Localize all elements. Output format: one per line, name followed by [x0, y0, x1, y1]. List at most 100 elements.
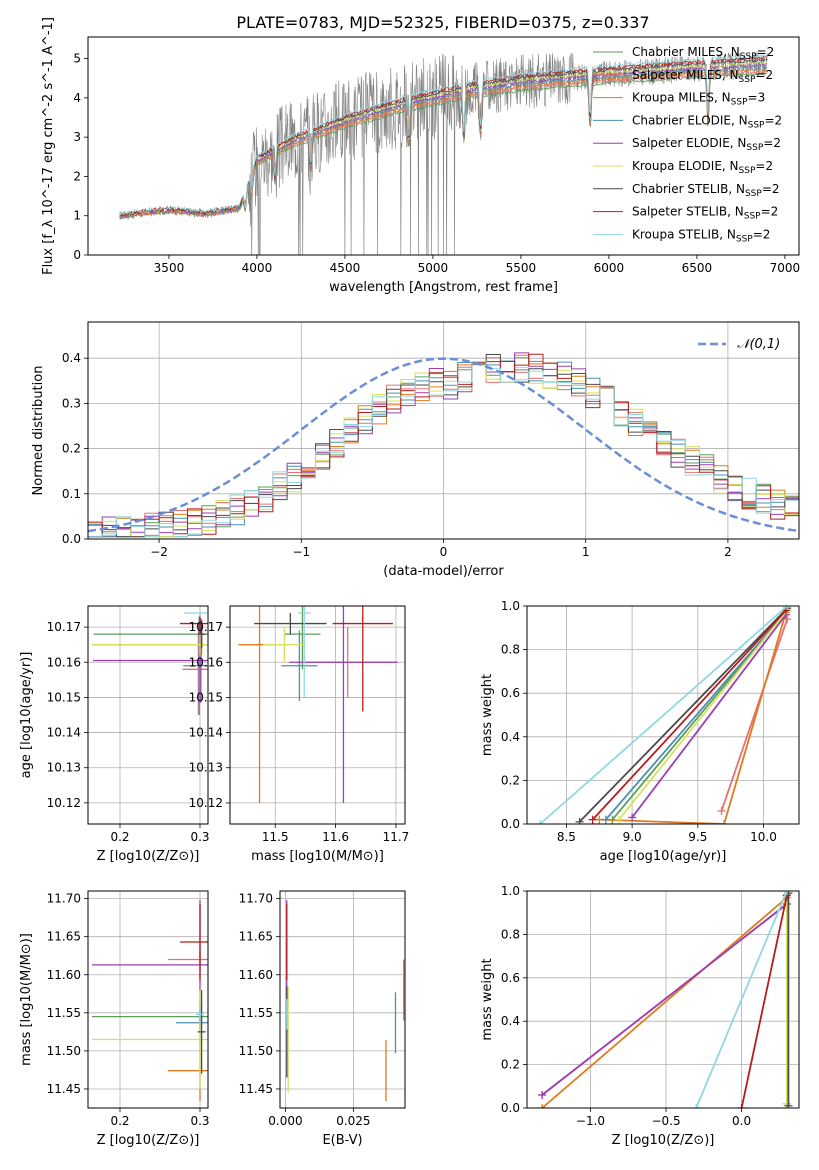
legend-label: Salpeter STELIB, NSSP=2 [632, 205, 778, 222]
x-axis-label: Z [log10(Z/Z⊙)] [97, 849, 200, 864]
x-tick-label: −1.0 [576, 1114, 605, 1128]
x-tick-label: −1 [292, 545, 310, 559]
y-tick-label: 10.13 [189, 761, 223, 775]
y-axis-label: mass weight [480, 674, 495, 756]
plot-area [238, 606, 398, 803]
x-tick-label: 0 [440, 545, 448, 559]
y-tick-label: 11.60 [47, 968, 81, 982]
x-tick-label: 0.0 [732, 1114, 751, 1128]
weight-line-7 [592, 609, 787, 821]
axes-frame [87, 605, 209, 825]
y-tick-label: 11.45 [239, 1082, 273, 1096]
x-tick-label: 0.2 [110, 830, 129, 844]
x-tick-label: 2 [724, 545, 732, 559]
y-tick-label: 0 [73, 248, 81, 262]
weight-line-1 [720, 618, 789, 812]
x-tick-label: 5000 [418, 261, 449, 275]
y-tick-label: 10.16 [47, 655, 81, 669]
y-tick-label: 4 [73, 91, 81, 105]
y-tick-label: 11.55 [239, 1006, 273, 1020]
figure-title: PLATE=0783, MJD=52325, FIBERID=0375, z=0… [236, 13, 649, 32]
x-tick-label: −0.5 [651, 1114, 680, 1128]
panel-residuals: −2 −1 0 1 2 0.0 0.1 0.2 0.3 0.4 (data-model)/error… [31, 321, 800, 579]
y-tick-label: 0.0 [501, 817, 520, 831]
panel-mass-weight-vs-Z: −1.0 −0.5 0.0 0.0 0.2 0.4 0.6 0.8 1.0 Z [log10(Z/… [480, 884, 800, 1148]
y-tick-label: 1.0 [501, 884, 520, 898]
y-tick-label: 0.8 [501, 927, 520, 941]
weight-line-8 [539, 606, 788, 824]
legend-label: Kroupa STELIB, NSSP=2 [632, 227, 770, 244]
x-tick-label: −2 [150, 545, 168, 559]
normal-curve [88, 357, 797, 533]
panel-mass-weight-vs-age: 8.5 9.0 9.5 10.0 0.0 0.2 0.4 0.6 0.8 1.0 age [log1… [480, 599, 800, 864]
residual-histogram-0 [88, 357, 799, 538]
x-axis-label: age [log10(age/yr)] [600, 849, 727, 864]
y-tick-label: 0.3 [62, 396, 81, 410]
x-tick-label: 3500 [154, 261, 185, 275]
panel-mass-vs-EBV: 0.000 0.025 11.45 11.50 11.55 11.60 11.65 11.70… [239, 890, 406, 1148]
weight-line-5 [618, 609, 788, 821]
weight-line-7 [740, 895, 788, 1108]
y-tick-label: 10.16 [189, 655, 223, 669]
spectrum-legend: Chabrier MILES, NSSP=2 Salpeter MILES, NS… [593, 45, 782, 244]
x-axis-label: Z [log10(Z/Z⊙)] [612, 1133, 715, 1148]
residual-histogram-5 [88, 362, 799, 538]
y-tick-label: 10.15 [47, 690, 81, 704]
y-axis-label: Normed distribution [31, 366, 46, 496]
y-tick-label: 1.0 [501, 599, 520, 613]
x-tick-label: 0.3 [190, 1114, 209, 1128]
y-tick-label: 0.6 [501, 686, 520, 700]
plot-area [286, 900, 405, 1102]
y-tick-label: 0.4 [62, 351, 81, 365]
model-line-2 [119, 67, 768, 219]
panel-age-vs-Z: 0.2 0.3 10.12 10.13 10.14 10.15 10.16 10.17 Z [l… [19, 605, 210, 864]
y-tick-label: 10.13 [47, 761, 81, 775]
y-tick-label: 0.2 [62, 442, 81, 456]
y-tick-label: 0.1 [62, 487, 81, 501]
x-tick-label: 10.0 [750, 830, 777, 844]
y-axis-label: mass [log10(M/M⊙)] [19, 933, 34, 1066]
weight-line-3 [605, 609, 788, 821]
residual-histogram-8 [88, 361, 799, 538]
y-tick-label: 11.65 [239, 930, 273, 944]
plot-area [536, 606, 792, 824]
y-tick-label: 0.8 [501, 643, 520, 657]
x-tick-label: 0.3 [190, 830, 209, 844]
legend-label: Kroupa ELODIE, NSSP=2 [632, 159, 773, 176]
x-tick-label: 9.0 [623, 830, 642, 844]
x-tick-label: 7000 [770, 261, 801, 275]
y-tick-label: 10.12 [47, 796, 81, 810]
y-tick-label: 10.14 [189, 726, 223, 740]
y-axis-label: age [log10(age/yr)] [19, 652, 34, 779]
y-axis-label: mass weight [480, 958, 495, 1040]
y-tick-label: 3 [73, 130, 81, 144]
y-tick-label: 2 [73, 169, 81, 183]
x-tick-label: 4500 [330, 261, 361, 275]
y-tick-label: 5 [73, 52, 81, 66]
x-tick-label: 6500 [682, 261, 713, 275]
legend-label: Chabrier STELIB, NSSP=2 [632, 182, 780, 199]
x-tick-label: 4000 [242, 261, 273, 275]
y-tick-label: 11.50 [47, 1044, 81, 1058]
axes-frame [87, 890, 209, 1109]
y-tick-label: 0.0 [62, 532, 81, 546]
weight-line-8 [695, 891, 788, 1108]
axes-frame [229, 605, 406, 825]
y-tick-label: 10.15 [189, 690, 223, 704]
x-axis-label: (data-model)/error [383, 564, 504, 579]
panel-age-vs-mass: 11.5 11.6 11.7 10.12 10.13 10.14 10.15 10.16 10.… [189, 605, 409, 864]
y-tick-label: 11.65 [47, 930, 81, 944]
x-axis-label: E(B-V) [322, 1133, 362, 1148]
x-axis-label: wavelength [Angstrom, rest frame] [329, 280, 558, 295]
axes-frame [87, 36, 800, 256]
x-axis-label: Z [log10(Z/Z⊙)] [97, 1133, 200, 1148]
x-tick-label: 6000 [594, 261, 625, 275]
plot-area [92, 609, 208, 715]
model-line-7 [119, 55, 768, 216]
plot-area [538, 891, 793, 1108]
legend-label: Salpeter ELODIE, NSSP=2 [632, 136, 781, 153]
residual-histogram-3 [88, 360, 799, 538]
y-tick-label: 0.6 [501, 971, 520, 985]
x-tick-label: 9.5 [688, 830, 707, 844]
axes-frame [279, 890, 406, 1109]
